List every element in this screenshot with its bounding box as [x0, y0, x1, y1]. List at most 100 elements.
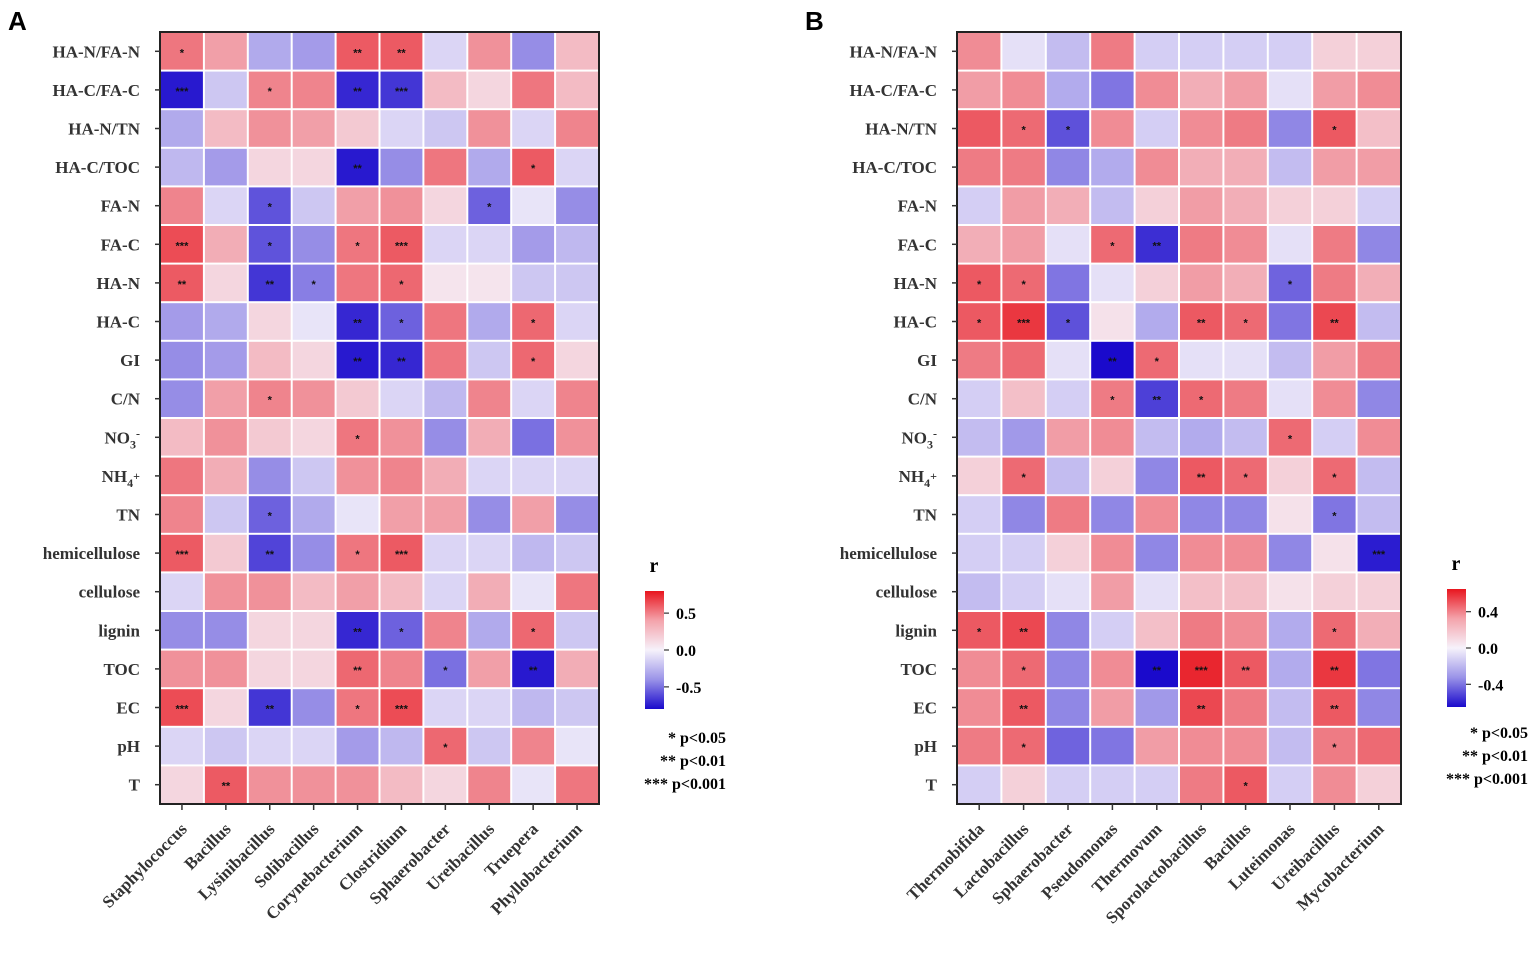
- heatmap-cell: [468, 264, 511, 302]
- heatmap-cell: [292, 419, 335, 456]
- heatmap-cell: [292, 689, 335, 726]
- significance-mark: *: [1110, 240, 1115, 252]
- heatmap-cell: [512, 496, 555, 533]
- colorbar-tick-label: 0.4: [1478, 605, 1498, 622]
- heatmap-cell: [1135, 573, 1178, 610]
- heatmap-cell: [1357, 573, 1400, 610]
- significance-mark: ***: [176, 86, 190, 98]
- significance-mark: *: [1332, 472, 1337, 484]
- significance-mark: *: [1243, 781, 1248, 793]
- heatmap-cell: [1224, 612, 1267, 649]
- heatmap-cell: [958, 612, 1001, 649]
- panel-b-heatmap: B* * ** *** * ** *** * ** * **** ** ** *** ** * ****** **…: [805, 6, 1528, 927]
- heatmap-cell: [336, 110, 379, 147]
- significance-mark: ***: [176, 704, 190, 716]
- heatmap-cell: [204, 264, 247, 302]
- heatmap-cell: [1180, 496, 1223, 533]
- significance-mark: ***: [1372, 549, 1386, 561]
- significance-mark: **: [1019, 626, 1028, 638]
- heatmap-cell: [336, 226, 379, 263]
- heatmap-cell: [380, 534, 423, 572]
- heatmap-cell: [468, 496, 511, 533]
- heatmap-cell: [161, 33, 203, 70]
- significance-mark: *: [1243, 318, 1248, 330]
- significance-mark: **: [1330, 704, 1339, 716]
- row-label: C/N: [908, 390, 938, 409]
- heatmap-cell: [336, 650, 379, 688]
- heatmap-cell: [380, 380, 423, 417]
- heatmap-cell: [1180, 33, 1223, 70]
- row-label: HA-C/TOC: [55, 158, 140, 177]
- row-label: HA-C/FA-C: [53, 81, 141, 100]
- heatmap-cell: [161, 303, 203, 340]
- column-label: Staphylococcus: [99, 819, 192, 912]
- heatmap-cell: [556, 71, 598, 109]
- heatmap-cell: [1224, 457, 1267, 495]
- heatmap-cell: [204, 496, 247, 533]
- heatmap-cell: [204, 534, 247, 572]
- heatmap-cell: [424, 187, 467, 224]
- heatmap-cell: [248, 573, 291, 610]
- significance-mark: *: [531, 626, 536, 638]
- heatmap-cell: [1313, 457, 1356, 495]
- significance-mark: *: [531, 318, 536, 330]
- significance-mark: **: [1153, 665, 1162, 677]
- heatmap-cell: [1002, 187, 1045, 224]
- heatmap-cell: [1224, 573, 1267, 610]
- heatmap-cell: [1268, 534, 1312, 572]
- heatmap-cell: [1002, 419, 1045, 456]
- significance-mark: **: [265, 279, 274, 291]
- heatmap-cell: [380, 612, 423, 649]
- heatmap-cell: [1313, 341, 1356, 379]
- heatmap-cell: [1224, 264, 1267, 302]
- heatmap-cell: [1091, 341, 1134, 379]
- row-label: FA-N: [101, 197, 141, 216]
- heatmap-cell: [1357, 727, 1400, 765]
- heatmap-cell: [380, 650, 423, 688]
- heatmap-cell: [1180, 573, 1223, 610]
- row-label: EC: [913, 699, 937, 718]
- heatmap-cell: [1091, 226, 1134, 263]
- heatmap-cell: [1268, 187, 1312, 224]
- heatmap-cell: [1357, 226, 1400, 263]
- heatmap-cell: [468, 727, 511, 765]
- heatmap-cell: [1357, 612, 1400, 649]
- heatmap-cell: [336, 689, 379, 726]
- significance-mark: **: [1019, 704, 1028, 716]
- row-label: pH: [117, 737, 140, 756]
- panel-a-heatmap: A* ** ***** * ** ***** ** **** * * ***** ** * *** * ***…: [8, 6, 726, 924]
- heatmap-cell: [292, 573, 335, 610]
- heatmap-cell: [1091, 612, 1134, 649]
- heatmap-cell: [248, 187, 291, 224]
- heatmap-cell: [380, 419, 423, 456]
- heatmap-cell: [1135, 534, 1178, 572]
- significance-mark: *: [355, 704, 360, 716]
- heatmap-cell: [204, 650, 247, 688]
- row-label: cellulose: [79, 583, 141, 602]
- heatmap-cell: [1046, 303, 1090, 340]
- significance-mark: ***: [395, 240, 409, 252]
- heatmap-cell: [336, 534, 379, 572]
- heatmap-cell: [424, 264, 467, 302]
- heatmap-cell: [1046, 689, 1090, 726]
- heatmap-cell: [958, 148, 1001, 186]
- heatmap-cell: [424, 727, 467, 765]
- heatmap-cell: [161, 419, 203, 456]
- heatmap-cell: [1091, 727, 1134, 765]
- heatmap-cell: [556, 650, 598, 688]
- heatmap-cell: [512, 148, 555, 186]
- heatmap-cell: [1268, 766, 1312, 803]
- colorbar: [1447, 589, 1466, 707]
- significance-mark: *: [1021, 279, 1026, 291]
- heatmap-cell: [424, 612, 467, 649]
- row-label: HA-C/TOC: [852, 158, 937, 177]
- heatmap-cell: [1180, 727, 1223, 765]
- heatmap-cell: [204, 110, 247, 147]
- heatmap-cell: [204, 380, 247, 417]
- heatmap-cell: [1180, 71, 1223, 109]
- significance-legend-item: * p<0.05: [668, 730, 726, 747]
- heatmap-cell: [161, 727, 203, 765]
- heatmap-cell: [1091, 766, 1134, 803]
- heatmap-cell: [1046, 341, 1090, 379]
- heatmap-cell: [248, 148, 291, 186]
